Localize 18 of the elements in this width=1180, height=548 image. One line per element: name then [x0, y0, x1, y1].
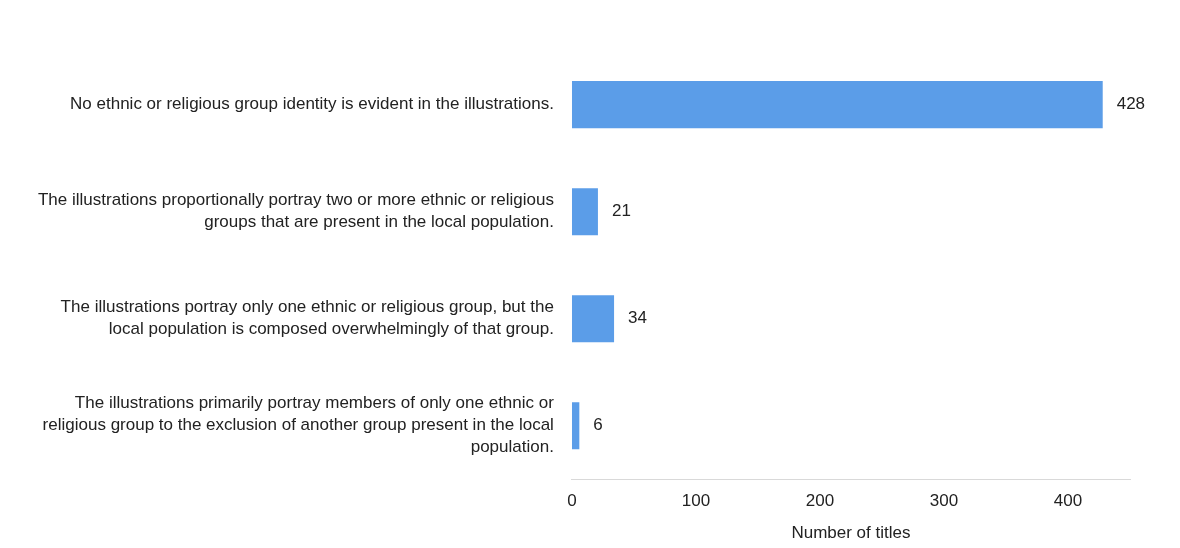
data-label: 428 — [1116, 94, 1146, 114]
y-tick-label: The illustrations proportionally portray two or more ethnic or religious groups that are present in the local population. — [37, 190, 554, 232]
bar — [571, 295, 615, 343]
x-tick-label: 400 — [1053, 491, 1083, 511]
x-tick-label: 200 — [805, 491, 835, 511]
data-label: 34 — [628, 308, 647, 328]
y-tick-label: The illustrations primarily portray members of only one ethnic or religious group to the exclusion of another group present in the local population. — [42, 393, 555, 457]
y-tick-label: No ethnic or religious group identity is evident in the illustrations. — [70, 94, 554, 114]
bar — [571, 402, 580, 450]
data-label: 21 — [611, 201, 631, 221]
y-tick-label: The illustrations portray only one ethnic or religious group, but the local population is composed overwhelmingly of that group. — [60, 297, 554, 339]
x-tick-label: 300 — [929, 491, 959, 511]
bar — [571, 81, 1103, 129]
x-tick-label: 0 — [567, 491, 577, 511]
bar — [571, 188, 598, 236]
data-label: 6 — [593, 415, 603, 435]
x-tick-label: 100 — [681, 491, 711, 511]
x-axis-title: Number of titles — [791, 523, 911, 543]
